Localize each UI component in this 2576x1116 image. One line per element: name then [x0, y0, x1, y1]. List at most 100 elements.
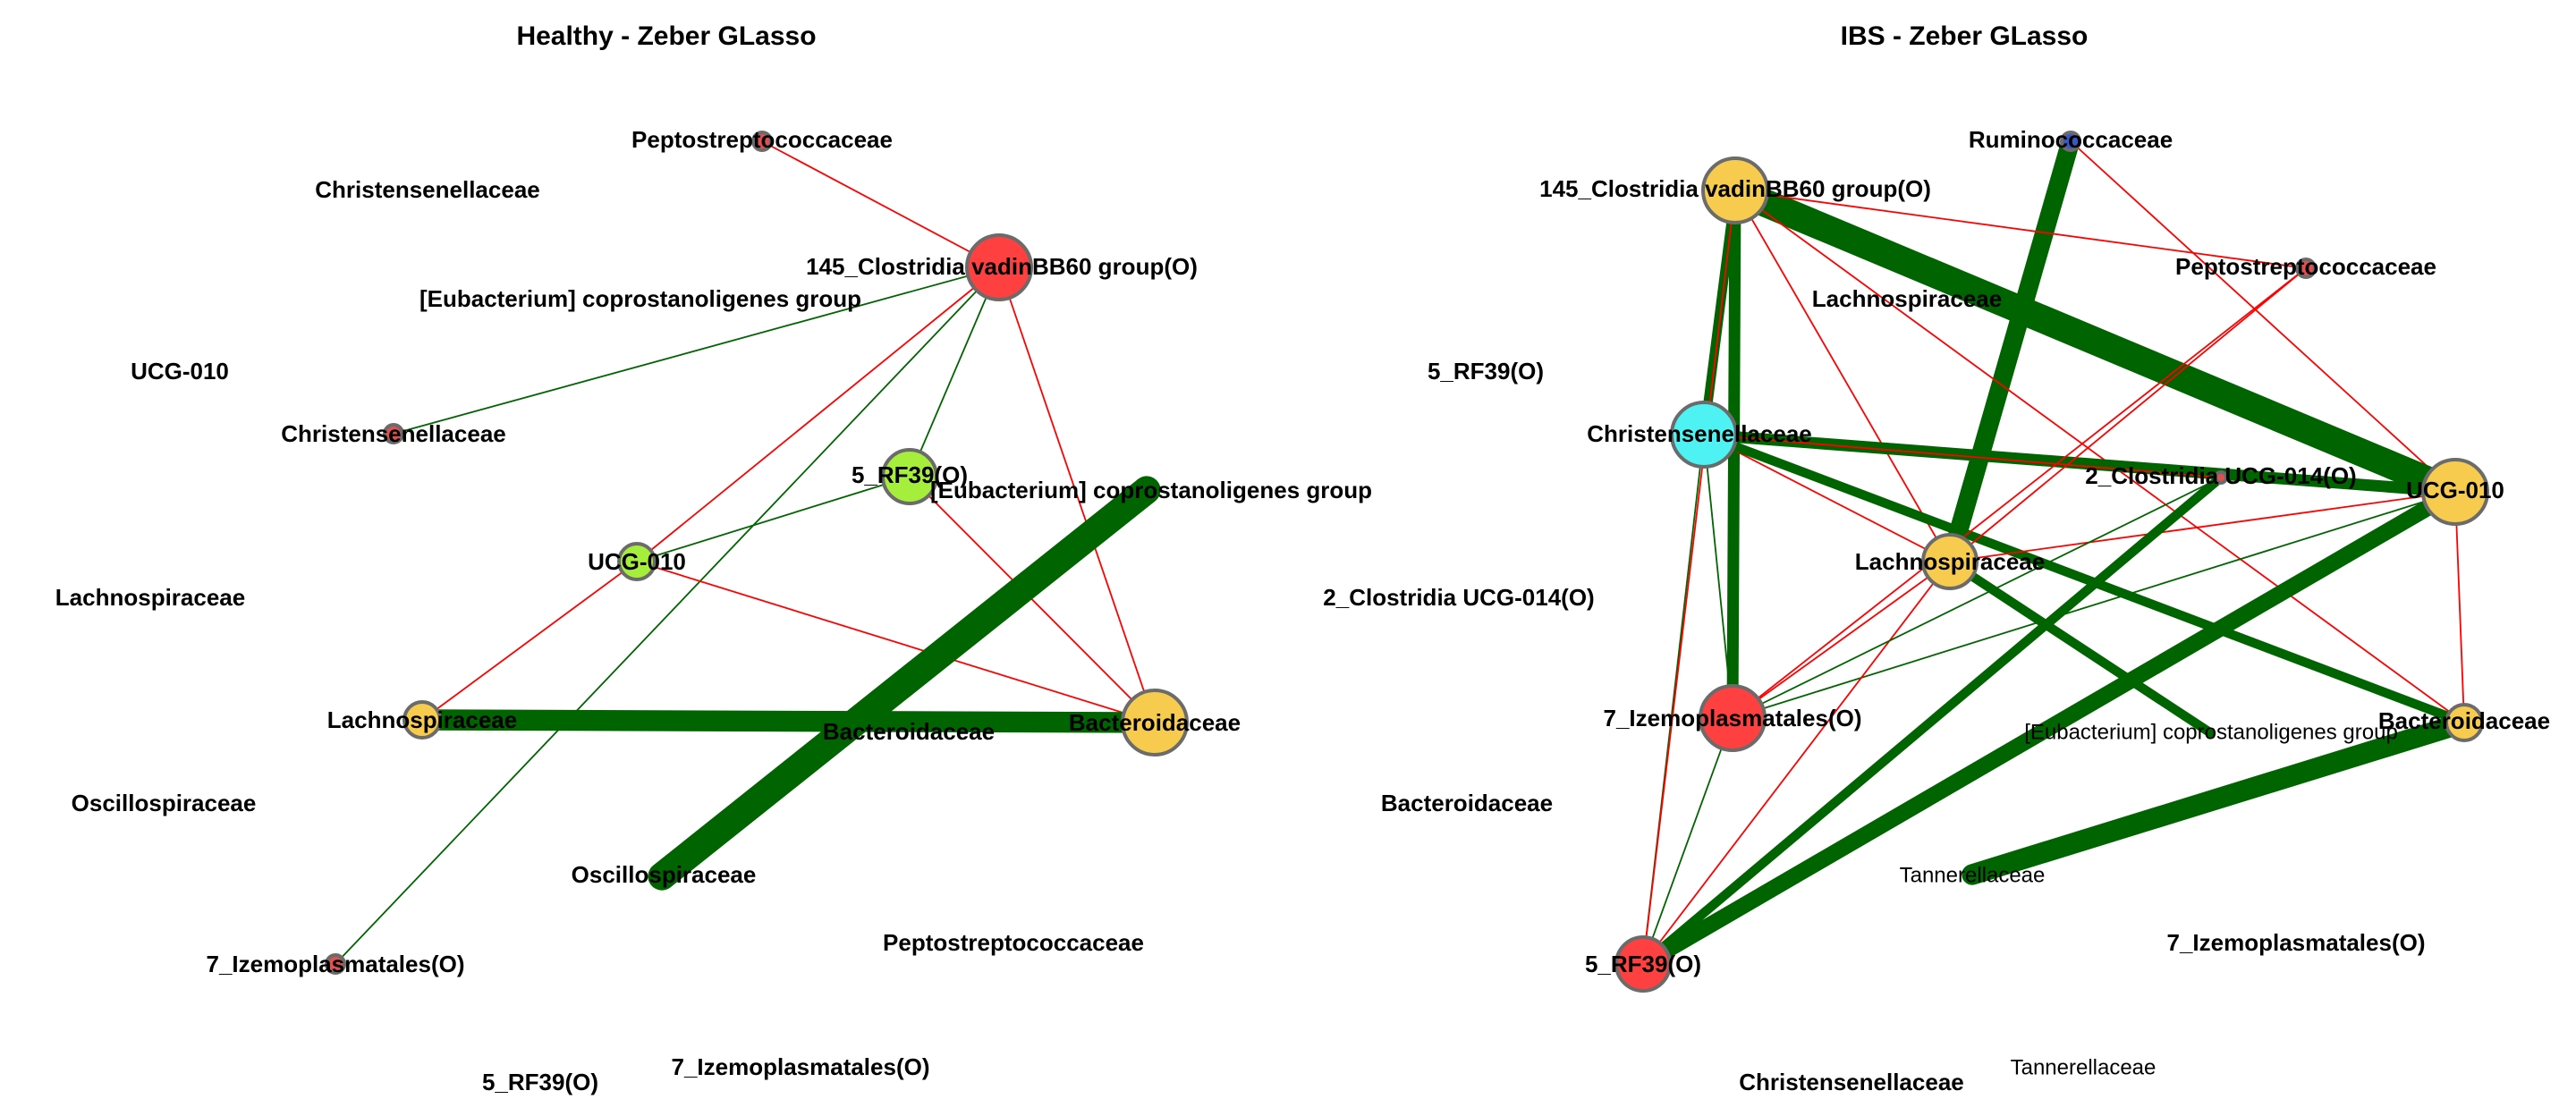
- healthy-edge-negative-h-145-h-ucg: [636, 266, 1000, 562]
- ibs-edge-negative-i-pepto-i-7iz: [1732, 267, 2307, 719]
- healthy-edge-positive-h-eub-h-osc: [648, 476, 1161, 891]
- healthy-node-peptostreptococcaceae: [751, 131, 773, 152]
- healthy-free-label-ucg-010: UCG-010: [131, 358, 229, 385]
- healthy-node-bacteroidaceae: [1121, 689, 1189, 757]
- ibs-node-label-5-rf39-o: 5_RF39(O): [1585, 951, 1701, 977]
- ibs-labels: Ruminococcaceae 145_Clostridia vadinBB60 …: [1323, 126, 2550, 1095]
- healthy-node-label-peptostreptococcaceae: Peptostreptococcaceae: [631, 126, 893, 153]
- healthy-free-label-lachnospiraceae: Lachnospiraceae: [55, 584, 245, 611]
- ibs-edge-negative-i-chris-i-lach: [1703, 434, 1951, 562]
- healthy-free-label-oscillospiraceae: Oscillospiraceae: [72, 790, 257, 816]
- healthy-node-label-eubacterium-coprostanoligenes-group: [Eubacterium] coprostanoligenes group: [930, 477, 1372, 503]
- ibs-nodes: [1614, 131, 2489, 993]
- ibs-edge-negative-i-145-i-lach: [1734, 190, 1951, 562]
- ibs-free-label-lachnospiraceae: Lachnospiraceae: [1812, 285, 2002, 312]
- ibs-edge-negative-i-145-i-bact: [1734, 190, 2465, 723]
- healthy-panel-title: Healthy - Zeber GLasso: [516, 21, 816, 51]
- ibs-node-145-clostridia-vadinbb60-group-o: [1701, 156, 1769, 224]
- ibs-edge-positive-i-145-i-ucg: [1721, 176, 2470, 506]
- ibs-edge-negative-i-rumi-i-ucg: [2070, 140, 2456, 493]
- ibs-edge-negative-i-5rf-i-145: [1642, 190, 1736, 965]
- healthy-edge-negative-h-145-h-bact: [998, 266, 1156, 723]
- healthy-free-label-eubacterium-coprostanoligenes-group: [Eubacterium] coprostanoligenes group: [419, 285, 861, 312]
- ibs-node-label-bacteroidaceae: Bacteroidaceae: [2378, 707, 2550, 734]
- ibs-edge-positive-i-rumi-i-lach: [1940, 131, 2080, 571]
- healthy-edge-positive-h-145-h-7iz: [335, 266, 1000, 965]
- healthy-free-label-bacteroidaceae: Bacteroidaceae: [823, 718, 995, 745]
- ibs-node-label-tannerellaceae: Tannerellaceae: [1900, 863, 2046, 887]
- ibs-edges: [1634, 131, 2475, 973]
- ibs-edge-positive-i-2cl-i-7iz: [1732, 477, 2222, 719]
- ibs-network-panel: IBS - Zeber GLasso Ruminococcaceae 145_Cl…: [1323, 21, 2550, 1095]
- healthy-free-label-christensenellaceae: Christensenellaceae: [315, 176, 539, 203]
- ibs-edge-positive-i-chris-i-bact: [1699, 429, 2470, 728]
- healthy-node-label-ucg-010: UCG-010: [588, 548, 686, 575]
- healthy-edge-negative-h-ucg-h-bact: [636, 561, 1156, 723]
- ibs-node-label-eubacterium-coprostanoligenes-group: [Eubacterium] coprostanoligenes group: [2024, 720, 2398, 744]
- ibs-node-christensenellaceae: [1670, 401, 1738, 469]
- ibs-edge-negative-i-lach-i-7iz: [1732, 561, 1951, 719]
- healthy-node-label-bacteroidaceae: Bacteroidaceae: [1069, 709, 1241, 736]
- ibs-node-ucg-010: [2421, 458, 2489, 526]
- healthy-free-label-peptostreptococcaceae: Peptostreptococcaceae: [883, 929, 1144, 956]
- ibs-node-bacteroidaceae: [2445, 703, 2484, 742]
- healthy-node-lachnospiraceae: [402, 700, 442, 740]
- ibs-node-label-7-izemoplasmatales-o: 7_Izemoplasmatales(O): [1603, 705, 1861, 731]
- ibs-free-label-7-izemoplasmatales-o: 7_Izemoplasmatales(O): [2166, 929, 2425, 956]
- healthy-node-145-clostridia-vadinbb60-group-o: [965, 233, 1033, 301]
- healthy-node-label-7-izemoplasmatales-o: 7_Izemoplasmatales(O): [206, 951, 464, 977]
- ibs-node-5-rf39-o: [1614, 935, 1672, 993]
- ibs-edge-positive-i-ucg-i-5rf: [1634, 483, 2464, 973]
- healthy-node-label-oscillospiraceae: Oscillospiraceae: [572, 861, 757, 888]
- ibs-node-label-ruminococcaceae: Ruminococcaceae: [1969, 126, 2173, 153]
- ibs-free-label-5-rf39-o: 5_RF39(O): [1428, 358, 1544, 385]
- ibs-edge-positive-i-2cl-i-5rf: [1638, 472, 2226, 969]
- healthy-edge-positive-h-145-h-5rf: [909, 266, 1000, 478]
- healthy-free-label-5-rf39-o: 5_RF39(O): [482, 1069, 598, 1095]
- healthy-network-panel: Healthy - Zeber GLasso Peptostreptococca…: [55, 21, 1372, 1095]
- healthy-node-label-5-rf39-o: 5_RF39(O): [852, 461, 968, 488]
- ibs-node-label-ucg-010: UCG-010: [2406, 477, 2504, 503]
- ibs-node-label-christensenellaceae: Christensenellaceae: [1587, 420, 1811, 447]
- ibs-free-label-christensenellaceae: Christensenellaceae: [1739, 1069, 1963, 1095]
- ibs-edge-negative-i-ucg-i-lach: [1949, 491, 2456, 562]
- ibs-node-7-izemoplasmatales-o: [1699, 684, 1767, 752]
- healthy-node-label-lachnospiraceae: Lachnospiraceae: [327, 706, 517, 733]
- ibs-edge-negative-i-lach-i-5rf: [1642, 561, 1951, 965]
- ibs-edge-positive-i-chris-i-7iz: [1703, 434, 1733, 719]
- healthy-node-label-145-clostridia-vadinbb60-group-o: 145_Clostridia vadinBB60 group(O): [806, 253, 1198, 280]
- healthy-labels: Peptostreptococcaceae 145_Clostridia vadi…: [55, 126, 1372, 1095]
- healthy-edge-positive-h-5rf-h-ucg: [636, 476, 911, 562]
- healthy-node-5-rf39-o: [881, 448, 938, 505]
- ibs-edge-negative-i-145-i-pepto: [1734, 190, 2307, 269]
- ibs-edge-positive-i-ucg-i-7iz: [1732, 491, 2456, 719]
- healthy-edges: [335, 140, 1165, 965]
- healthy-nodes: [325, 131, 1189, 975]
- healthy-free-label-7-izemoplasmatales-o: 7_Izemoplasmatales(O): [671, 1053, 929, 1080]
- ibs-node-2-clostridia-ucg-014-o: [2214, 470, 2228, 485]
- healthy-node-7-izemoplasmatales-o: [325, 953, 346, 975]
- ibs-node-label-lachnospiraceae: Lachnospiraceae: [1855, 548, 2045, 575]
- ibs-panel-title: IBS - Zeber GLasso: [1841, 21, 2089, 51]
- ibs-node-label-145-clostridia-vadinbb60-group-o: 145_Clostridia vadinBB60 group(O): [1539, 175, 1931, 202]
- ibs-edge-positive-i-145-i-7iz: [1726, 184, 1741, 724]
- healthy-edge-negative-h-pepto-h-145: [761, 140, 1000, 268]
- ibs-node-label-peptostreptococcaceae: Peptostreptococcaceae: [2175, 253, 2436, 280]
- ibs-edge-positive-i-bact-i-tann: [1962, 712, 2475, 885]
- ibs-edge-positive-i-7iz-i-5rf: [1642, 717, 1733, 965]
- healthy-edge-positive-h-lach-h-bact: [411, 709, 1165, 733]
- ibs-free-label-2-clostridia-ucg-014-o: 2_Clostridia UCG-014(O): [1323, 584, 1594, 611]
- ibs-node-label-2-clostridia-ucg-014-o: 2_Clostridia UCG-014(O): [2085, 462, 2356, 489]
- ibs-node-lachnospiraceae: [1921, 533, 1979, 590]
- ibs-node-peptostreptococcaceae: [2295, 258, 2317, 279]
- healthy-edge-positive-h-145-h-chris-n: [393, 266, 1000, 435]
- healthy-edge-negative-h-ucg-h-lach: [421, 561, 638, 721]
- healthy-node-ucg-010: [617, 542, 657, 581]
- healthy-node-christensenellaceae: [383, 423, 404, 444]
- ibs-free-label-tannerellaceae: Tannerellaceae: [2011, 1055, 2157, 1079]
- ibs-edge-negative-i-chris-i-2cl: [1703, 434, 2222, 478]
- ibs-free-label-bacteroidaceae: Bacteroidaceae: [1381, 790, 1553, 816]
- healthy-node-label-christensenellaceae: Christensenellaceae: [281, 420, 505, 447]
- ibs-edge-negative-i-pepto-i-lach: [1949, 267, 2307, 562]
